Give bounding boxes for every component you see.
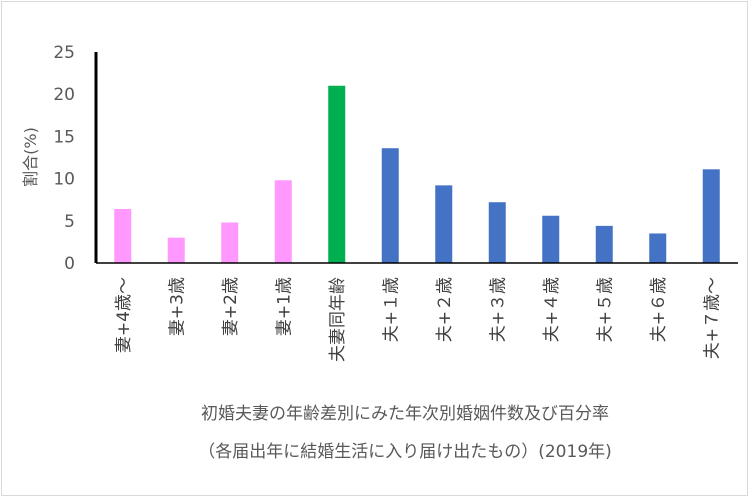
x-category-label: 妻+4歳～ bbox=[114, 277, 134, 353]
y-tick-label: 25 bbox=[53, 43, 75, 63]
x-category-label: 妻+2歳 bbox=[221, 277, 241, 336]
x-category-label: 夫妻同年齢 bbox=[328, 277, 348, 362]
bars bbox=[114, 85, 720, 263]
bar bbox=[274, 180, 292, 263]
bar bbox=[702, 169, 720, 263]
bar bbox=[488, 202, 506, 263]
x-category-label: 夫+５歳 bbox=[595, 277, 615, 342]
bar bbox=[649, 233, 667, 263]
bar bbox=[595, 225, 613, 263]
x-category-label: 夫+３歳 bbox=[488, 277, 508, 342]
x-category-label: 夫+１歳 bbox=[381, 277, 401, 342]
x-category-label: 妻+3歳 bbox=[167, 277, 187, 336]
bar bbox=[542, 215, 560, 263]
x-category-label: 夫+４歳 bbox=[542, 277, 562, 342]
x-category-label: 妻+1歳 bbox=[274, 277, 294, 336]
bar bbox=[381, 148, 399, 263]
x-category-label: 夫+６歳 bbox=[649, 277, 669, 342]
y-tick-label: 20 bbox=[53, 85, 75, 105]
x-category-label: 夫+７歳～ bbox=[702, 277, 722, 359]
y-axis-label: 割合(%) bbox=[21, 127, 40, 187]
chart-title: 初婚夫妻の年齢差別にみた年次別婚姻件数及び百分率 bbox=[201, 404, 609, 424]
y-axis-ticks: 0 5 10 15 20 25 bbox=[53, 43, 75, 274]
y-tick-label: 15 bbox=[53, 127, 75, 147]
x-category-label: 夫+２歳 bbox=[435, 277, 455, 342]
y-tick-label: 10 bbox=[53, 170, 75, 190]
bar bbox=[435, 185, 453, 263]
y-tick-label: 5 bbox=[64, 212, 75, 232]
y-tick-label: 0 bbox=[64, 254, 75, 274]
axes bbox=[94, 52, 738, 264]
bar bbox=[167, 237, 185, 263]
bar bbox=[114, 208, 132, 263]
category-labels: 妻+4歳～ 妻+3歳 妻+2歳 妻+1歳 夫妻同年齢 夫+１歳 夫+２歳 夫+３歳 夫+４歳 夫+… bbox=[114, 277, 723, 362]
bar bbox=[221, 222, 239, 263]
bar bbox=[328, 85, 346, 263]
chart-subtitle: （各届出年に結婚生活に入り届け出たもの）(2019年) bbox=[198, 442, 612, 462]
